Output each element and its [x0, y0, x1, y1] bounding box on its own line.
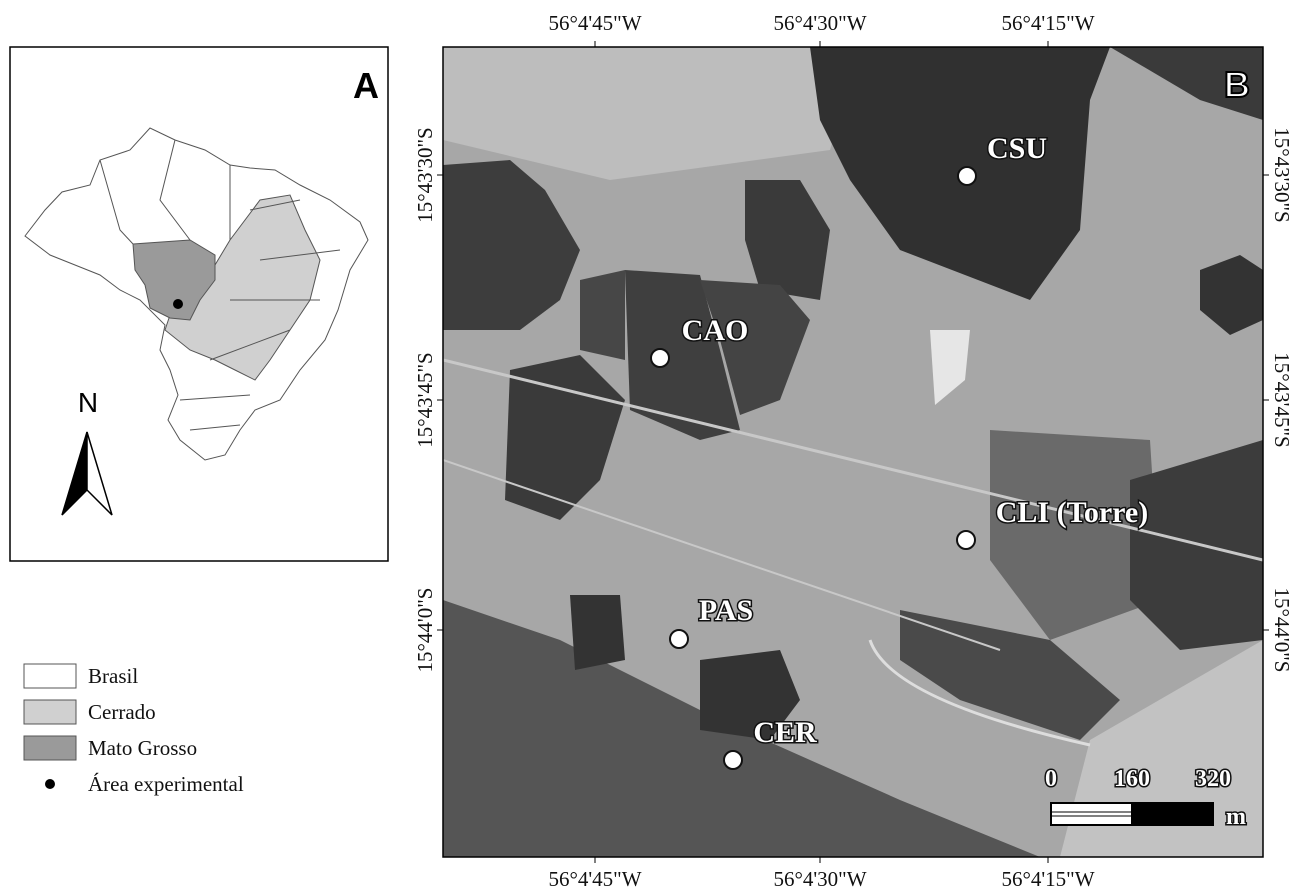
site-marker — [651, 349, 669, 367]
legend-swatch — [24, 664, 76, 688]
scale-bar-tick: 320 — [1195, 766, 1231, 792]
site-marker — [670, 630, 688, 648]
bottom-coord-label: 56°4'45"W — [548, 867, 641, 891]
legend-swatch — [24, 736, 76, 760]
site-label: CSU — [987, 132, 1047, 165]
figure: A N Brasil Cerrado Mato Grosso Área experim… — [0, 0, 1294, 892]
top-coord-label: 56°4'45"W — [548, 11, 641, 35]
left-coord-label: 15°43'30"S — [413, 127, 437, 222]
site-marker — [957, 531, 975, 549]
aerial-image — [443, 47, 1263, 857]
scale-bar-unit: m — [1226, 804, 1246, 830]
north-label: N — [78, 387, 98, 418]
right-coord-label: 15°43'45"S — [1270, 352, 1294, 447]
bottom-coord-label: 56°4'30"W — [773, 867, 866, 891]
scale-bar-tick: 0 — [1045, 766, 1057, 792]
site-label: CER — [753, 716, 817, 749]
right-coord-label: 15°43'30"S — [1270, 127, 1294, 222]
top-coord-label: 56°4'30"W — [773, 11, 866, 35]
site-marker — [958, 167, 976, 185]
top-coord-label: 56°4'15"W — [1001, 11, 1094, 35]
right-coord-label: 15°44'0"S — [1270, 588, 1294, 673]
bottom-coord-label: 56°4'15"W — [1001, 867, 1094, 891]
legend-label: Área experimental — [88, 772, 244, 796]
legend-swatch — [24, 700, 76, 724]
scale-bar-tick: 160 — [1114, 766, 1150, 792]
legend: Brasil Cerrado Mato Grosso Área experimenta… — [24, 664, 244, 796]
left-coord-label: 15°44'0"S — [413, 588, 437, 673]
legend-label: Brasil — [88, 664, 138, 688]
scale-bar-white — [1051, 803, 1132, 825]
scale-bar-black — [1132, 803, 1213, 825]
legend-label: Cerrado — [88, 700, 156, 724]
site-label: CLI (Torre) — [996, 496, 1149, 529]
site-label: CAO — [682, 314, 749, 347]
site-marker — [724, 751, 742, 769]
legend-label: Mato Grosso — [88, 736, 197, 760]
panel-a-label: A — [353, 65, 379, 106]
left-coord-label: 15°43'45"S — [413, 352, 437, 447]
site-label: PAS — [699, 594, 753, 627]
panel-b-label: B — [1224, 64, 1250, 105]
legend-dot — [45, 779, 55, 789]
